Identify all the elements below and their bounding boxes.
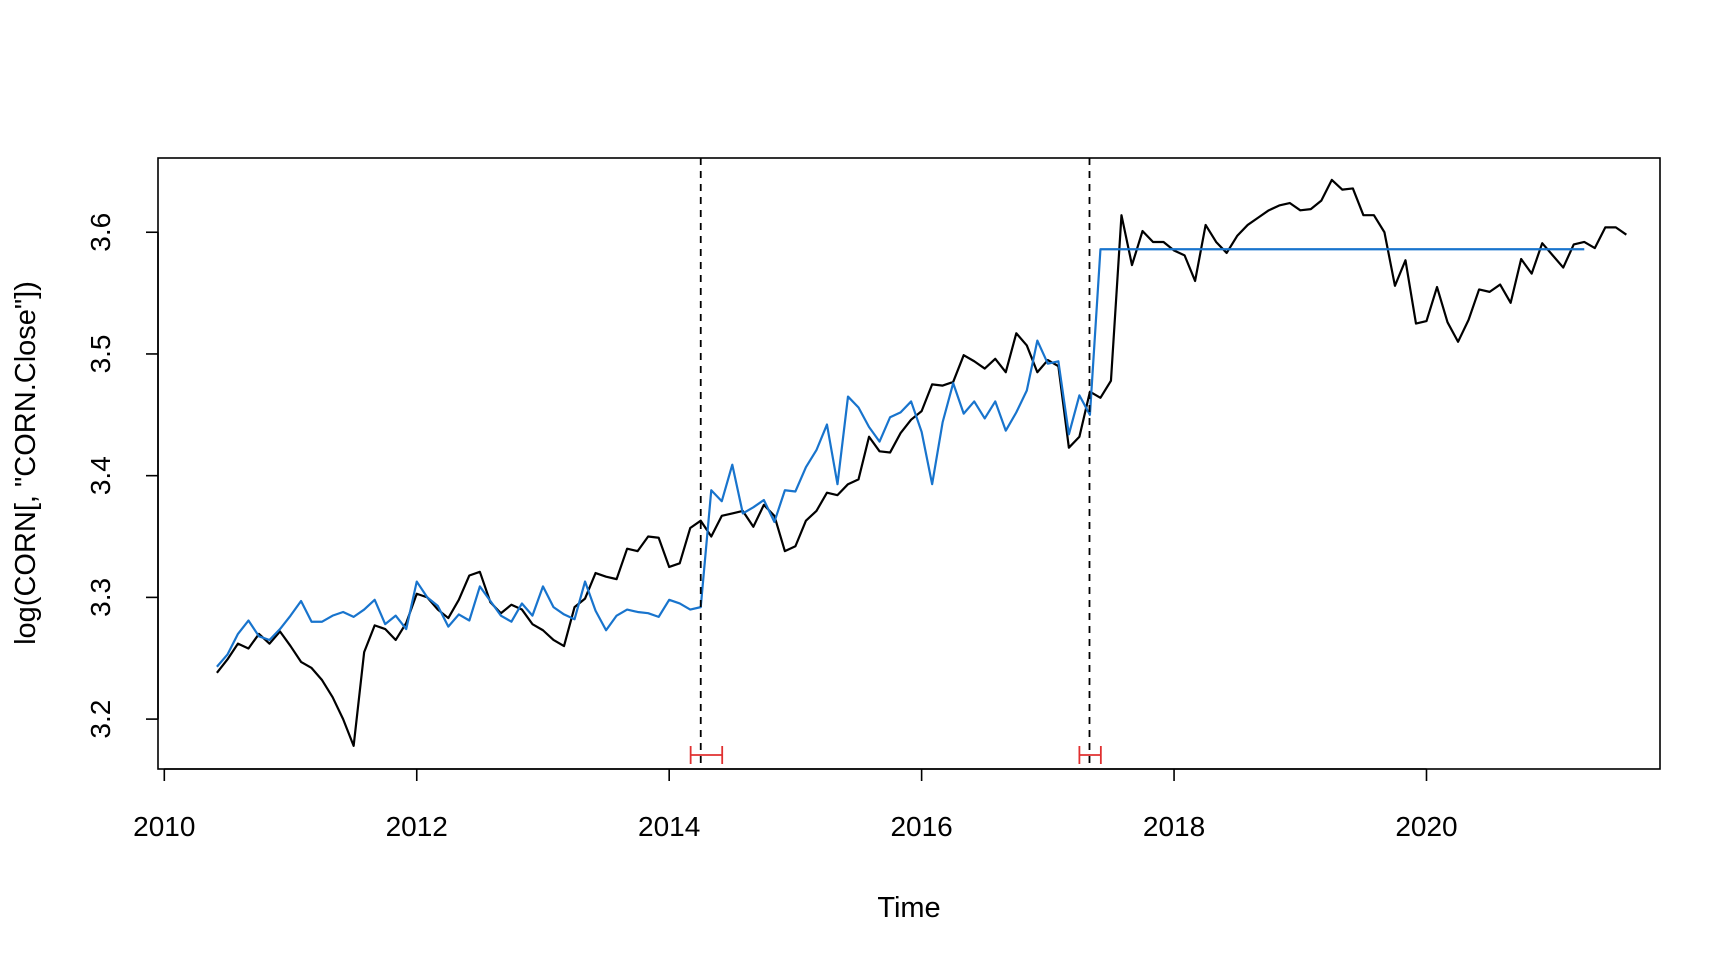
y-axis: 3.2 3.3 3.4 3.5 3.6 bbox=[85, 213, 159, 739]
y-tick-label: 3.3 bbox=[85, 578, 116, 617]
confidence-interval-1 bbox=[689, 746, 724, 764]
confidence-interval-2 bbox=[1078, 746, 1102, 764]
x-axis: 2010 2012 2014 2016 2018 2020 bbox=[133, 768, 1458, 842]
x-tick-label: 2014 bbox=[638, 811, 700, 842]
x-tick-label: 2016 bbox=[890, 811, 952, 842]
series-line-1 bbox=[216, 178, 1627, 747]
y-tick-label: 3.6 bbox=[85, 213, 116, 252]
y-tick-label: 3.4 bbox=[85, 456, 116, 495]
y-axis-title: log(CORN[, "CORN.Close"]) bbox=[10, 281, 42, 645]
x-axis-title: Time bbox=[877, 892, 940, 924]
x-tick-label: 2010 bbox=[133, 811, 195, 842]
x-tick-label: 2018 bbox=[1143, 811, 1205, 842]
series-line-2 bbox=[216, 248, 1585, 668]
y-tick-label: 3.2 bbox=[85, 700, 116, 739]
y-tick-label: 3.5 bbox=[85, 334, 116, 373]
x-tick-label: 2020 bbox=[1395, 811, 1457, 842]
x-tick-label: 2012 bbox=[386, 811, 448, 842]
plot-area bbox=[216, 158, 1627, 769]
